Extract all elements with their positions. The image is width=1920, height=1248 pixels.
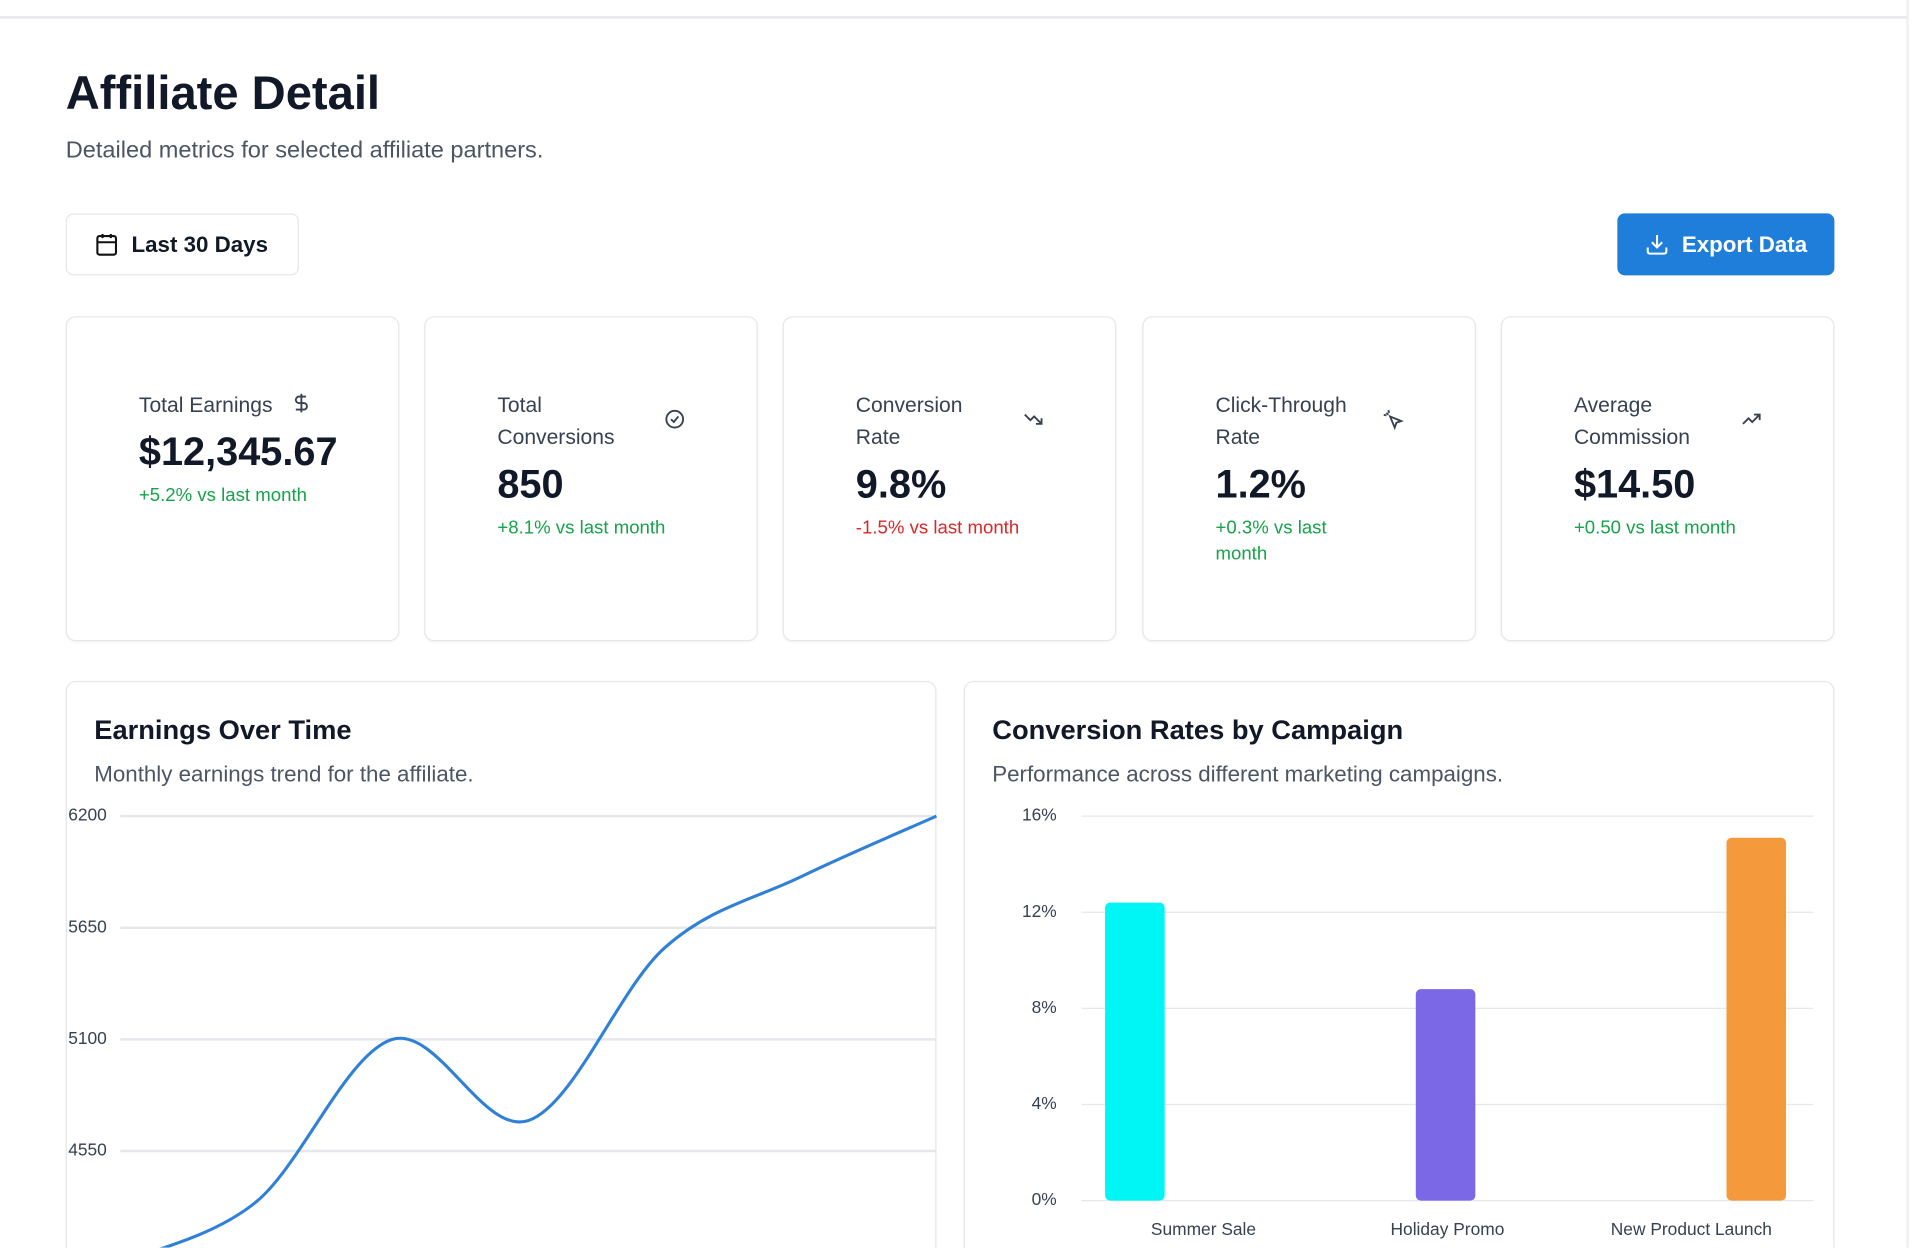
scrollbar-edge: [1906, 0, 1909, 1248]
kpi-card: Total Earnings $12,345.67 +5.2% vs last mo…: [65, 316, 400, 642]
y-tick-label: 4%: [1032, 1093, 1057, 1113]
kpi-header: Average Commission: [1574, 389, 1833, 453]
icon: [665, 409, 685, 428]
kpi-label: Conversion Rate: [855, 393, 963, 449]
kpi-value: 9.8%: [855, 461, 947, 507]
kpi-label: Total Earnings: [138, 393, 273, 417]
icon: [294, 393, 308, 412]
kpi-card: Conversion Rate 9.8% -1.5% vs last month: [782, 316, 1117, 642]
kpi-label: Average Commission: [1573, 393, 1690, 449]
kpi-card: Average Commission $14.50 +0.50 vs last mo…: [1500, 316, 1835, 642]
y-tick-label: 6200: [68, 805, 107, 825]
icon: [1024, 413, 1043, 425]
kpi-change: +8.1% vs last month: [497, 517, 666, 539]
y-tick-label: 16%: [1022, 805, 1057, 825]
kpi-header: Total Earnings: [139, 389, 398, 421]
kpi-header: Click-Through Rate: [1215, 389, 1474, 453]
kpi-icon: [290, 391, 312, 420]
y-tick-label: 4550: [68, 1140, 107, 1160]
bar: [1105, 902, 1165, 1201]
y-tick-label: 5100: [68, 1028, 107, 1048]
kpi-header: Total Conversions: [497, 389, 756, 453]
date-range-button[interactable]: Last 30 Days: [65, 213, 299, 276]
kpi-card: Total Conversions 850 +8.1% vs last month: [424, 316, 758, 642]
y-tick-label: 8%: [1032, 997, 1057, 1017]
icon: [1742, 413, 1761, 424]
kpi-header: Conversion Rate: [856, 389, 1115, 453]
kpi-change: -1.5% vs last month: [855, 517, 1020, 539]
chart-title: Conversion Rates by Campaign: [992, 714, 1404, 746]
icon: [1383, 409, 1404, 430]
date-range-label: Last 30 Days: [131, 231, 269, 257]
kpi-value: 850: [497, 461, 564, 507]
kpi-icon: [664, 407, 686, 436]
kpi-value: $12,345.67: [138, 429, 338, 474]
x-tick-label: Summer Sale: [1151, 1219, 1256, 1239]
download-icon: [1646, 235, 1668, 255]
kpi-card: Click-Through Rate 1.2% +0.3% vs last mont…: [1142, 316, 1476, 642]
bar: [1415, 989, 1476, 1201]
chart-subtitle: Monthly earnings trend for the affiliate…: [94, 761, 474, 787]
chart-title: Earnings Over Time: [94, 714, 352, 746]
page-subtitle: Detailed metrics for selected affiliate …: [65, 137, 544, 164]
chart-subtitle: Performance across different marketing c…: [992, 761, 1504, 787]
kpi-change: +0.3% vs last month: [1215, 517, 1327, 565]
x-tick-label: New Product Launch: [1611, 1219, 1772, 1239]
y-tick-label: 0%: [1032, 1189, 1057, 1209]
kpi-label: Click-Through Rate: [1215, 393, 1347, 449]
line-chart-card: Earnings Over Time Monthly earnings tren…: [65, 680, 937, 1248]
top-border: [0, 16, 1907, 19]
y-tick-label: 5650: [68, 916, 107, 936]
export-button[interactable]: Export Data: [1617, 213, 1835, 276]
kpi-icon: [1382, 407, 1404, 436]
kpi-icon: [1740, 407, 1762, 436]
kpi-value: 1.2%: [1215, 461, 1306, 507]
kpi-icon: [1022, 407, 1044, 436]
kpi-change: +0.50 vs last month: [1573, 517, 1736, 539]
kpi-value: $14.50: [1573, 461, 1696, 507]
page-title: Affiliate Detail: [65, 68, 381, 121]
kpi-change: +5.2% vs last month: [138, 484, 307, 507]
bar: [1726, 837, 1787, 1201]
calendar-icon: [96, 234, 118, 256]
y-tick-label: 12%: [1022, 901, 1057, 921]
x-tick-label: Holiday Promo: [1391, 1219, 1505, 1239]
export-label: Export Data: [1681, 231, 1808, 257]
kpi-label: Total Conversions: [497, 393, 615, 449]
line: [159, 814, 938, 1248]
